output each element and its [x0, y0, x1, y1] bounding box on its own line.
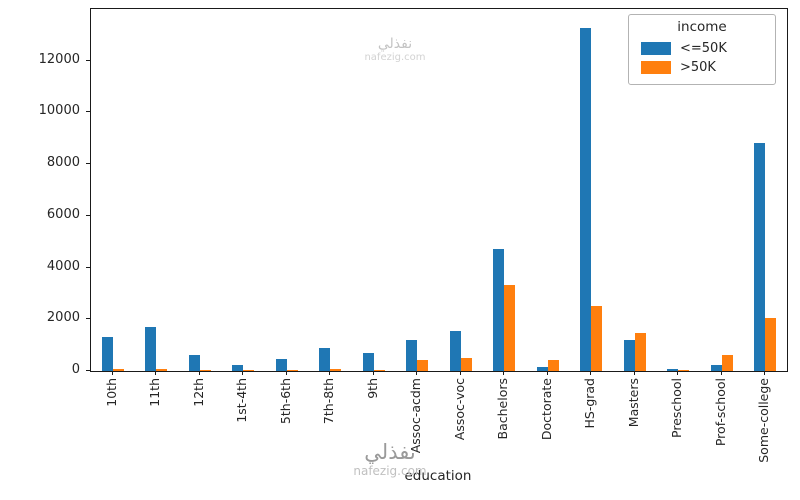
y-tick-label: 12000 [38, 51, 80, 67]
y-tick-mark [86, 163, 90, 165]
x-tick-label: 7th-8th [321, 378, 337, 425]
bar->50K-Some-college [765, 317, 777, 371]
bar->50K-12th [199, 369, 211, 371]
y-tick-mark [86, 266, 90, 268]
bar->50K-Prof-school [721, 355, 733, 371]
y-tick-label: 4000 [46, 258, 80, 274]
bar-<=50K-Assoc-voc [449, 331, 461, 371]
x-tick-label: Assoc-voc [451, 378, 467, 441]
y-tick-mark [86, 370, 90, 371]
legend-label: <=50K [680, 41, 727, 56]
x-tick-label: Prof-school [712, 378, 728, 447]
bar-<=50K-Some-college [754, 143, 766, 371]
x-tick-label: 10th [103, 378, 119, 407]
x-tick-label: Some-college [756, 378, 772, 463]
bar-<=50K-10th [101, 337, 113, 371]
bar-<=50K-HS-grad [580, 27, 592, 371]
x-tick-mark [546, 371, 548, 375]
x-tick-label: 9th [364, 378, 380, 399]
x-tick-label: HS-grad [582, 378, 598, 429]
legend-swatch-0 [641, 42, 671, 55]
legend-item: <=50K [635, 39, 769, 58]
x-tick-label: 1st-4th [234, 378, 250, 423]
bar->50K-Assoc-voc [460, 357, 472, 371]
x-axis-title: education [404, 468, 472, 484]
y-tick-label: 2000 [46, 310, 80, 326]
bar->50K-10th [112, 368, 124, 371]
bar-<=50K-Preschool [667, 368, 679, 371]
x-tick-mark [720, 371, 722, 375]
bar-<=50K-Masters [623, 340, 635, 371]
bar->50K-Preschool [678, 370, 690, 371]
x-tick-mark [329, 371, 331, 375]
legend: income <=50K >50K [628, 14, 776, 85]
x-tick-mark [198, 371, 200, 375]
x-tick-mark [459, 371, 461, 375]
x-tick-mark [416, 371, 418, 375]
legend-item: >50K [635, 58, 769, 77]
watermark-arabic-text: نفذلي [364, 440, 416, 464]
bar-<=50K-Doctorate [536, 366, 548, 371]
bar->50K-5th-6th [286, 370, 298, 371]
y-tick-mark [86, 214, 90, 216]
y-tick-mark [86, 318, 90, 320]
bar->50K-Masters [634, 333, 646, 371]
x-tick-mark [590, 371, 592, 375]
x-tick-mark [633, 371, 635, 375]
plot-area [90, 8, 788, 372]
legend-swatch-1 [641, 61, 671, 74]
y-tick-mark [86, 111, 90, 113]
legend-label: >50K [680, 60, 716, 75]
y-tick-mark [86, 59, 90, 61]
x-tick-mark [155, 371, 157, 375]
x-tick-label: Doctorate [538, 378, 554, 441]
bar->50K-Assoc-acdm [417, 360, 429, 371]
bar-<=50K-9th [362, 352, 374, 371]
x-tick-mark [764, 371, 766, 375]
bar-<=50K-Assoc-acdm [406, 340, 418, 371]
bar-<=50K-12th [188, 355, 200, 371]
x-tick-mark [111, 371, 113, 375]
x-tick-label: Masters [625, 378, 641, 428]
x-tick-label: 11th [147, 378, 163, 407]
bar-<=50K-7th-8th [319, 347, 331, 371]
bar->50K-1st-4th [243, 370, 255, 371]
bar-<=50K-1st-4th [232, 364, 244, 371]
x-tick-mark [677, 371, 679, 375]
bar->50K-9th [373, 369, 385, 371]
x-tick-mark [285, 371, 287, 375]
bar->50K-HS-grad [591, 306, 603, 371]
bar-<=50K-11th [145, 326, 157, 371]
x-tick-mark [372, 371, 374, 375]
bar->50K-7th-8th [330, 369, 342, 371]
x-tick-mark [242, 371, 244, 375]
bar-<=50K-Bachelors [493, 249, 505, 371]
y-tick-label: 10000 [38, 103, 80, 119]
bar->50K-11th [156, 368, 168, 371]
x-tick-mark [503, 371, 505, 375]
bar-<=50K-5th-6th [275, 358, 287, 371]
x-tick-label: Bachelors [495, 378, 511, 440]
bar->50K-Bachelors [504, 285, 516, 371]
y-tick-label: 8000 [46, 155, 80, 171]
x-tick-label: 5th-6th [277, 378, 293, 425]
y-tick-label: 0 [71, 362, 80, 377]
bar-<=50K-Prof-school [710, 365, 722, 371]
x-tick-label: 12th [190, 378, 206, 407]
legend-title: income [677, 19, 727, 35]
y-tick-label: 6000 [46, 206, 80, 222]
x-tick-label: Assoc-acdm [408, 378, 424, 454]
x-tick-label: Preschool [669, 378, 685, 438]
bar->50K-Doctorate [547, 359, 559, 371]
